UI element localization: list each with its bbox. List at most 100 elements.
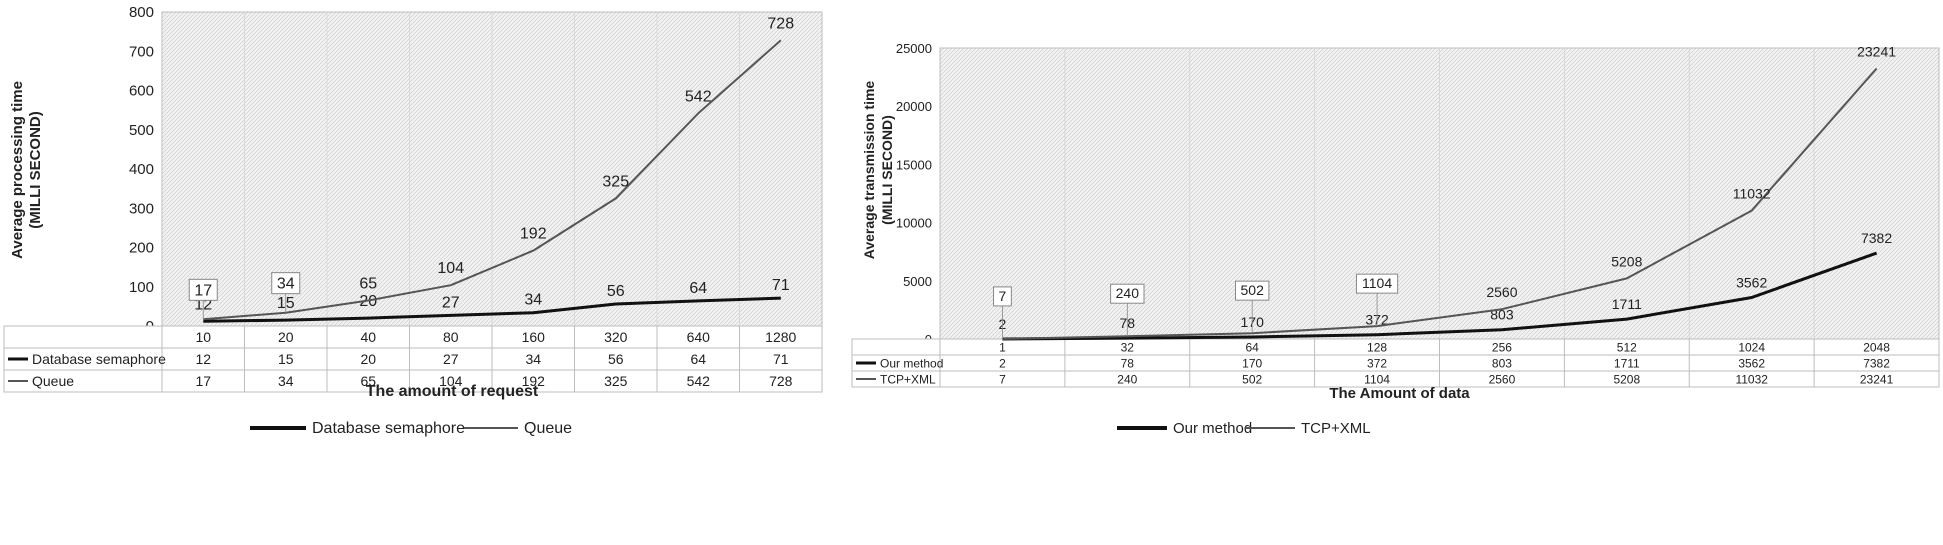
data-label: 11032 bbox=[1733, 186, 1771, 202]
x-category-label: 1024 bbox=[1738, 340, 1765, 354]
table-value: 502 bbox=[1242, 372, 1262, 386]
table-value: 23241 bbox=[1860, 372, 1894, 386]
table-value: 2560 bbox=[1489, 372, 1516, 386]
x-category-label: 64 bbox=[1246, 340, 1260, 354]
data-label: 20 bbox=[359, 293, 377, 310]
data-label: 2560 bbox=[1486, 284, 1517, 300]
data-label: 27 bbox=[442, 294, 460, 311]
data-label: 65 bbox=[359, 275, 377, 292]
series-line-1 bbox=[203, 39, 782, 321]
y-tick-label: 600 bbox=[129, 83, 154, 100]
y-tick-label: 200 bbox=[129, 240, 154, 257]
y-tick-label: 100 bbox=[129, 279, 154, 296]
data-label: 3562 bbox=[1736, 275, 1767, 291]
table-value: 104 bbox=[439, 373, 463, 389]
x-category-label: 80 bbox=[443, 329, 459, 345]
data-label: 502 bbox=[1241, 282, 1265, 298]
table-value: 5208 bbox=[1613, 372, 1640, 386]
y-tick-label: 25000 bbox=[896, 41, 932, 56]
table-value: 1104 bbox=[1364, 372, 1390, 386]
legend-label: Queue bbox=[524, 420, 572, 437]
data-label: 71 bbox=[772, 277, 790, 294]
table-value: 3562 bbox=[1738, 356, 1765, 370]
y-tick-label: 5000 bbox=[903, 274, 932, 289]
legend-label: Database semaphore bbox=[312, 420, 465, 437]
legend-label: TCP+XML bbox=[1301, 420, 1371, 437]
data-label: 240 bbox=[1116, 285, 1140, 301]
y-tick-label: 300 bbox=[129, 200, 154, 217]
table-value: 11032 bbox=[1735, 372, 1768, 386]
table-value: 240 bbox=[1117, 372, 1137, 386]
table-value: 728 bbox=[769, 373, 793, 389]
data-label: 34 bbox=[524, 292, 542, 309]
data-label: 34 bbox=[277, 276, 295, 293]
table-value: 2 bbox=[999, 356, 1006, 370]
table-value: 372 bbox=[1367, 356, 1387, 370]
table-value: 71 bbox=[773, 351, 789, 367]
table-value: 542 bbox=[687, 373, 711, 389]
data-label: 1104 bbox=[1362, 275, 1392, 291]
table-value: 12 bbox=[195, 351, 211, 367]
series-line-1 bbox=[1002, 67, 1878, 340]
y-tick-label: 700 bbox=[129, 43, 154, 60]
x-category-label: 320 bbox=[604, 329, 628, 345]
table-value: 17 bbox=[195, 373, 211, 389]
data-label: 5208 bbox=[1611, 253, 1642, 269]
table-value: 34 bbox=[525, 351, 541, 367]
y-tick-label: 400 bbox=[129, 161, 154, 178]
table-value: 34 bbox=[278, 373, 294, 389]
data-label: 17 bbox=[194, 282, 212, 299]
table-series-name: TCP+XML bbox=[880, 372, 936, 386]
data-label: 7 bbox=[999, 288, 1007, 304]
x-category-label: 256 bbox=[1492, 340, 1512, 354]
x-axis-title: The amount of request bbox=[366, 383, 539, 400]
table-value: 7382 bbox=[1863, 356, 1890, 370]
y-tick-label: 500 bbox=[129, 122, 154, 139]
x-category-label: 512 bbox=[1617, 340, 1637, 354]
data-label: 64 bbox=[689, 280, 707, 297]
y-tick-label: 15000 bbox=[896, 157, 932, 172]
data-label: 325 bbox=[602, 173, 629, 190]
x-axis-title: The Amount of data bbox=[1329, 385, 1470, 402]
x-category-label: 640 bbox=[687, 329, 711, 345]
table-series-name: Database semaphore bbox=[32, 351, 166, 367]
y-tick-label: 10000 bbox=[896, 216, 932, 231]
x-category-label: 128 bbox=[1367, 340, 1387, 354]
data-label: 56 bbox=[607, 283, 625, 300]
processing-time-chart: 0100200300400500600700800Average process… bbox=[3, 4, 823, 437]
series-line-0 bbox=[1002, 251, 1878, 341]
data-label: 728 bbox=[767, 15, 794, 32]
table-value: 20 bbox=[360, 351, 376, 367]
table-value: 65 bbox=[360, 373, 376, 389]
x-category-label: 20 bbox=[278, 329, 294, 345]
table-value: 56 bbox=[608, 351, 624, 367]
table-value: 78 bbox=[1121, 356, 1135, 370]
table-value: 15 bbox=[278, 351, 294, 367]
table-series-name: Our method bbox=[880, 356, 943, 370]
x-category-label: 2048 bbox=[1863, 340, 1890, 354]
x-category-label: 32 bbox=[1121, 340, 1135, 354]
table-value: 170 bbox=[1242, 356, 1262, 370]
data-label: 7382 bbox=[1861, 230, 1892, 246]
y-tick-label: 800 bbox=[129, 4, 154, 21]
y-axis-unit: (MILLI SECOND) bbox=[879, 115, 895, 225]
y-axis-title: Average transmission time bbox=[861, 81, 877, 260]
x-category-label: 1 bbox=[999, 340, 1006, 354]
table-value: 27 bbox=[443, 351, 459, 367]
table-value: 192 bbox=[522, 373, 546, 389]
x-category-label: 160 bbox=[522, 329, 546, 345]
x-category-label: 40 bbox=[360, 329, 376, 345]
data-label: 542 bbox=[685, 88, 712, 105]
table-value: 1711 bbox=[1614, 356, 1640, 370]
table-series-name: Queue bbox=[32, 373, 74, 389]
data-table bbox=[3, 325, 823, 393]
data-table bbox=[851, 338, 1940, 388]
table-value: 325 bbox=[604, 373, 628, 389]
x-category-label: 10 bbox=[195, 329, 211, 345]
legend-label: Our method bbox=[1173, 420, 1252, 437]
table-value: 7 bbox=[999, 372, 1006, 386]
transmission-time-chart: 0500010000150002000025000Average transmi… bbox=[851, 41, 1940, 437]
data-label: 192 bbox=[520, 226, 547, 243]
